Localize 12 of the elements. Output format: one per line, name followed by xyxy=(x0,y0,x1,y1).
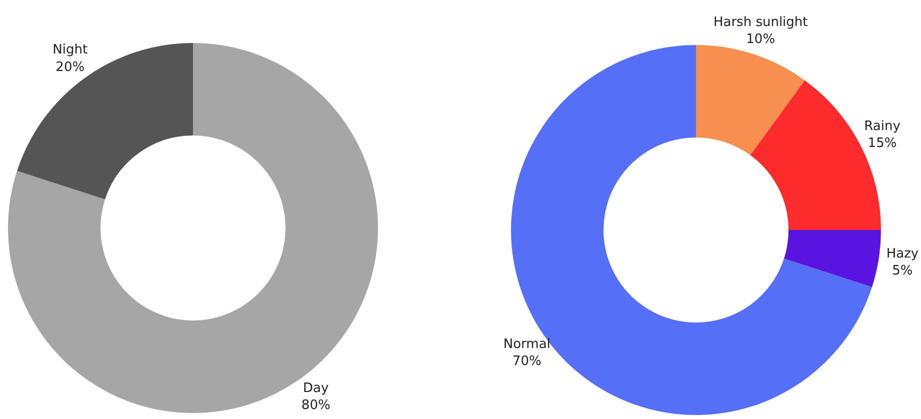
data-label: 20% xyxy=(56,60,85,75)
data-label: 70% xyxy=(512,354,542,369)
data-label: 15% xyxy=(868,136,897,151)
slice-label: Hazy xyxy=(886,246,919,262)
slice-label: Harsh sunlight xyxy=(713,15,808,30)
data-label: 5% xyxy=(892,264,913,279)
slice-label: Normal xyxy=(503,336,550,352)
data-label: 10% xyxy=(746,32,776,48)
data-label: 80% xyxy=(301,398,330,413)
slice-label: Night xyxy=(52,42,88,58)
slice-label: Rainy xyxy=(864,118,901,134)
slice-label: Day xyxy=(303,381,330,396)
